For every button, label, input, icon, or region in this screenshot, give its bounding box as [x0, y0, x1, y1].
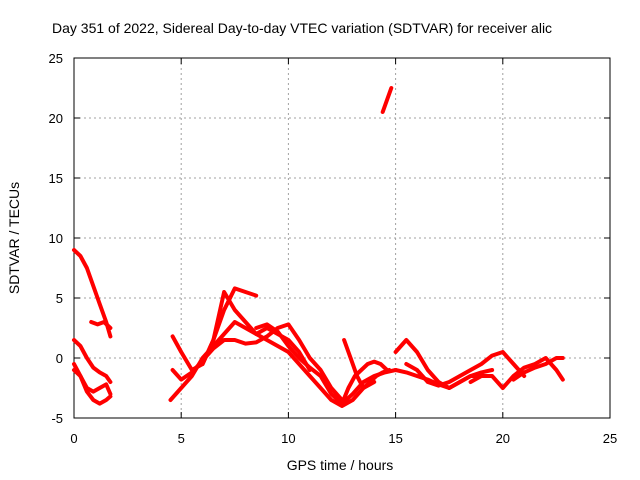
y-tick-label: 10: [49, 231, 63, 246]
x-tick-label: 10: [281, 431, 295, 446]
chart-title: Day 351 of 2022, Sidereal Day-to-day VTE…: [52, 20, 552, 36]
y-tick-label: 25: [49, 51, 63, 66]
series-arc-15: [393, 368, 495, 390]
series-arc-12: [342, 338, 392, 390]
x-tick-label: 15: [388, 431, 402, 446]
x-tick-label: 20: [496, 431, 510, 446]
x-tick-label: 25: [603, 431, 617, 446]
series-arc-9: [200, 290, 377, 408]
series-arc-2: [89, 320, 113, 330]
series-arc-11: [340, 359, 389, 406]
series-arc-18: [511, 356, 565, 382]
y-tick-label: 15: [49, 171, 63, 186]
x-tick-label: 0: [70, 431, 77, 446]
y-tick-label: -5: [51, 411, 63, 426]
series-arc-7: [168, 320, 312, 402]
y-tick-label: 20: [49, 111, 63, 126]
series-arc-13: [380, 86, 394, 114]
series-arc-16: [404, 350, 527, 388]
series-arc-17: [468, 356, 565, 390]
y-axis-label: SDTVAR / TECUs: [6, 182, 22, 294]
series-arc-5: [72, 362, 113, 406]
series-group: [72, 86, 565, 408]
x-tick-label: 5: [178, 431, 185, 446]
y-tick-label: 5: [56, 291, 63, 306]
y-tick-label: 0: [56, 351, 63, 366]
series-arc-8: [170, 322, 344, 402]
gridlines: [74, 58, 610, 418]
series-arc-3: [72, 338, 113, 384]
axis-ticks: 0 5 10 15 20 25 -5 0 5 10 15 20 25: [49, 51, 618, 446]
x-axis-label: GPS time / hours: [287, 457, 394, 473]
